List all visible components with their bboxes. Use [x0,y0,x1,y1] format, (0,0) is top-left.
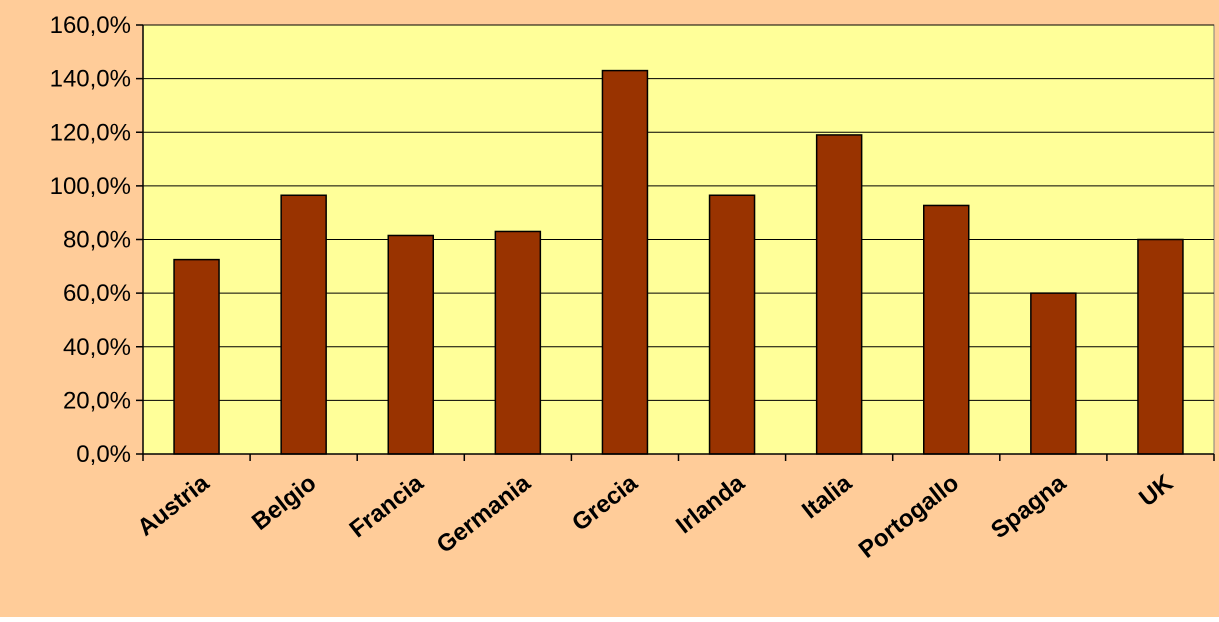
y-tick-label: 80,0% [63,227,131,254]
axes [136,24,1215,461]
y-tick-label: 160,0% [50,12,131,39]
bar-irlanda [708,194,756,455]
y-tick-label: 100,0% [50,173,131,200]
bars [173,69,1184,455]
bar-francia [387,234,434,455]
bar-austria [173,258,220,455]
y-tick-label: 20,0% [63,387,131,414]
y-tick-label: 120,0% [50,119,131,146]
y-tick-label: 40,0% [63,334,131,361]
y-tick-label: 60,0% [63,280,131,307]
bar-spagna [1030,292,1077,455]
bar-portogallo [923,204,970,455]
bar-grecia [601,69,649,455]
y-tick-label: 140,0% [50,66,131,93]
bar-uk [1137,238,1184,455]
y-axis-tick-labels: 0,0% 20,0% 40,0% 60,0% 80,0% 100,0% 120,0% 140,… [50,12,131,468]
y-tick-label: 0,0% [76,441,131,468]
bar-germania [494,230,542,455]
bar-italia [815,134,863,455]
bar-belgio [280,194,327,455]
